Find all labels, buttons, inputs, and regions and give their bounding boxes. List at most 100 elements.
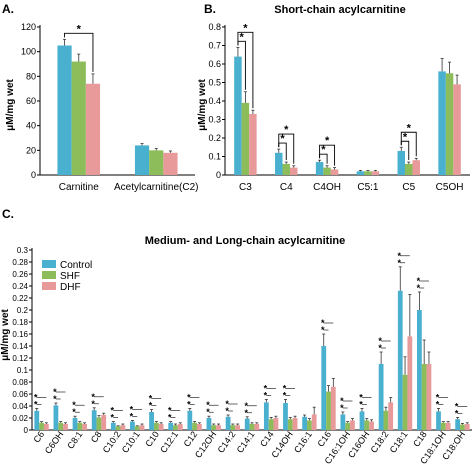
y-tick-label: 0.8 [208, 22, 221, 32]
panel-b-axes: 0 0.1 0.2 0.3 0.4 0.5 0.6 0.7 0.8 C3 C4 C4OH C5:1 C5 C… [208, 22, 470, 193]
significance-star: * [455, 408, 459, 418]
significance-star: * [359, 399, 363, 409]
significance-star: * [244, 401, 248, 411]
panel-b-ylabel: μM/mg wet [197, 78, 208, 130]
significance-star: * [72, 400, 76, 410]
significance-star: * [436, 392, 440, 402]
bar-control [275, 152, 283, 175]
x-tick-label: C4 [280, 182, 293, 193]
significance-star: * [111, 413, 115, 423]
bar-shf [405, 163, 413, 175]
y-tick-label: 80 [26, 71, 36, 81]
bar-shf [440, 422, 446, 430]
bar-control [340, 414, 346, 430]
significance-star: * [280, 133, 285, 145]
bar-control [206, 418, 212, 430]
bar-dhf [216, 425, 221, 430]
panel-b-significance: ****** ** [237, 22, 417, 166]
y-tick-label: 0.6 [208, 59, 221, 69]
bar-dhf [407, 336, 413, 430]
x-tick-label: Carnitine [59, 182, 99, 193]
bar-shf [192, 422, 197, 430]
bar-dhf [163, 152, 178, 175]
bar-shf [364, 171, 372, 175]
x-tick-label: C12:1 [158, 429, 180, 454]
bar-shf [153, 422, 159, 430]
legend-swatch-dhf [42, 282, 56, 290]
significance-star: * [436, 399, 440, 409]
significance-star: * [91, 399, 95, 409]
bar-shf [230, 425, 236, 430]
panel-c-title: Medium- and Long-chain acylcarnitine [145, 235, 345, 247]
x-tick-label: C5OH [436, 182, 464, 193]
significance-star: * [455, 401, 459, 411]
significance-star: * [72, 407, 76, 417]
bar-control [283, 403, 288, 430]
y-tick-label: 0.16 [12, 330, 28, 339]
legend-label-control: Control [60, 260, 92, 271]
bar-shf [149, 150, 164, 175]
bar-shf [287, 419, 293, 430]
significance-star: * [340, 396, 344, 406]
bar-dhf [120, 425, 126, 430]
bar-dhf [82, 424, 87, 430]
bar-control [225, 416, 231, 430]
bar-control [244, 418, 250, 430]
significance-star: * [283, 390, 287, 400]
bar-dhf [369, 421, 374, 430]
bar-control [53, 405, 59, 430]
bar-shf [421, 364, 427, 430]
y-tick-label: 0.4 [208, 96, 221, 106]
significance-star: * [398, 251, 402, 261]
bar-shf [173, 425, 178, 430]
x-tick-label: C6 [31, 429, 46, 444]
y-tick-label: 120 [21, 22, 36, 32]
x-tick-label: C10 [143, 429, 161, 448]
y-tick-label: 0.3 [208, 115, 221, 125]
bar-control [57, 45, 72, 175]
significance-bracket [400, 131, 417, 157]
bar-shf [460, 424, 465, 430]
panel-c-bars [34, 266, 470, 430]
bar-control [302, 416, 307, 430]
significance-star: * [240, 31, 245, 43]
significance-star: * [130, 411, 134, 421]
panel-c-axes: 0 0.02 0.04 0.06 0.08 0.1 0.12 0.14 0.16 0.18 0.2 0… [12, 246, 472, 466]
y-tick-label: 0 [216, 170, 221, 180]
bar-dhf [249, 113, 257, 175]
panel-c-ylabel: μM/mg wet [0, 308, 11, 360]
bar-dhf [101, 415, 107, 430]
significance-star: * [359, 392, 363, 402]
significance-star: * [378, 343, 382, 353]
y-tick-label: 0.26 [12, 270, 28, 279]
bar-dhf [350, 420, 355, 430]
significance-bracket [278, 133, 295, 164]
x-tick-label: C18:2 [369, 429, 391, 454]
y-tick-label: 0.3 [17, 246, 29, 255]
panel-b-label: B. [204, 2, 216, 16]
x-tick-label: C4OH [313, 182, 341, 193]
x-tick-label: C5:1 [357, 182, 379, 193]
bar-control [134, 145, 150, 175]
bar-dhf [292, 418, 298, 430]
bar-control [263, 402, 269, 430]
bar-control [168, 422, 174, 430]
bar-shf [326, 391, 331, 430]
bar-shf [77, 422, 83, 430]
bar-dhf [289, 167, 298, 175]
bar-dhf [445, 422, 451, 430]
bar-dhf [412, 160, 420, 175]
bar-shf [445, 73, 454, 175]
significance-star: * [225, 406, 229, 416]
significance-star: * [168, 406, 172, 416]
bar-dhf [254, 424, 260, 430]
bar-control [436, 411, 441, 430]
bar-control [234, 56, 242, 175]
significance-star: * [378, 336, 382, 346]
legend-swatch-control [42, 260, 56, 268]
significance-star: * [91, 392, 95, 402]
bar-control [321, 346, 327, 430]
bar-control [34, 410, 40, 430]
